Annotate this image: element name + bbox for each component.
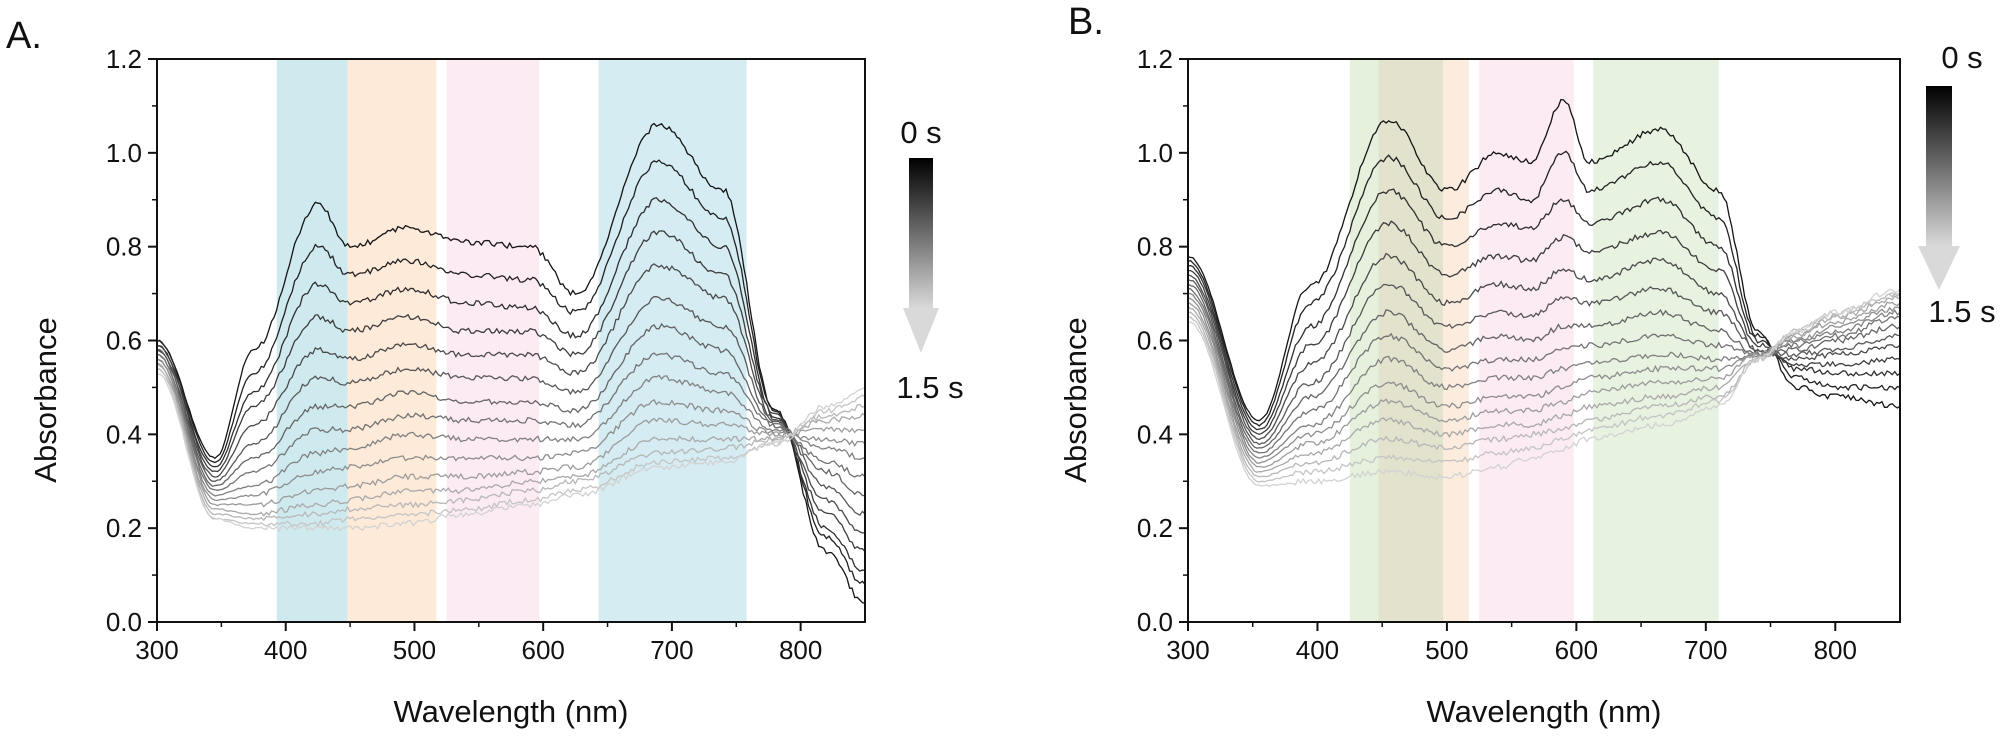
panel-a-spectrum-8 xyxy=(157,358,865,497)
panel-a-spectrum-10 xyxy=(157,362,865,508)
panel-a-x-tick-label-1: 400 xyxy=(264,635,307,665)
panel-b-highlight-bands xyxy=(1349,59,1719,622)
panel-a-band-1 xyxy=(347,59,437,622)
panel-a-time-start-label: 0 s xyxy=(900,115,941,150)
panel-b-y-tick-label-4: 0.8 xyxy=(1137,232,1173,262)
panel-a-band-0 xyxy=(276,59,348,622)
panel-a-y-tick-label-5: 1.0 xyxy=(106,138,142,168)
panel-a-spectrum-3 xyxy=(157,230,865,553)
panel-b-x-tick-label-4: 700 xyxy=(1684,635,1727,665)
panel-a-x-tick-label-2: 500 xyxy=(393,635,436,665)
panel-a-x-tick-label-0: 300 xyxy=(135,635,178,665)
panel-a-time-scale: 0 s 1.5 s xyxy=(896,115,963,405)
panel-a-x-axis-title: Wavelength (nm) xyxy=(394,694,629,729)
panel-b-axes: 300 400 500 600 700 800 0.0 0.2 0.4 0.6 0.8 1.0 1.2 xyxy=(1137,44,1857,665)
panel-b-time-scale: 0 s 1.5 s xyxy=(1918,40,1996,329)
panel-b-spectrum-14 xyxy=(1188,288,1900,488)
panel-b-spectrum-9 xyxy=(1188,297,1900,464)
panel-b-x-tick-label-1: 400 xyxy=(1296,635,1339,665)
panel-a-axes: 300 400 500 600 700 800 0.0 0.2 0.4 0.6 0.8 1.0 1.2 xyxy=(106,44,822,665)
panel-a-spectrum-6 xyxy=(157,322,865,497)
panel-a-spectrum-7 xyxy=(157,352,865,491)
panel-a-highlight-bands xyxy=(276,59,747,622)
panel-b-label: B. xyxy=(1068,1,1104,43)
panel-b-time-start-label: 0 s xyxy=(1941,40,1982,75)
panel-b-spectrum-11 xyxy=(1188,295,1900,473)
panel-a-spectrum-0 xyxy=(157,122,865,604)
panel-b-band-2 xyxy=(1443,59,1469,622)
panel-b-spectrum-10 xyxy=(1188,301,1900,468)
panel-a-spectrum-2 xyxy=(157,197,865,572)
panel-a-spectrum-4 xyxy=(157,263,865,534)
panel-b-time-end-label: 1.5 s xyxy=(1928,294,1995,329)
panel-a: A. 300 400 500 600 700 800 0.0 0.2 0.4 0.6 0.8 1.0 1… xyxy=(6,15,964,729)
panel-a-spectrum-9 xyxy=(157,358,865,502)
panel-b-time-gradient-bar xyxy=(1926,86,1952,246)
panel-b-band-1 xyxy=(1378,59,1444,622)
panel-b-spectrum-4 xyxy=(1188,252,1900,441)
panel-a-spectrum-11 xyxy=(157,362,865,517)
panel-a-time-end-label: 1.5 s xyxy=(896,370,963,405)
panel-a-y-axis-title: Absorbance xyxy=(28,317,63,482)
panel-a-y-tick-label-4: 0.8 xyxy=(106,232,142,262)
panel-a-y-tick-label-2: 0.4 xyxy=(106,419,142,449)
panel-b-y-axis-title: Absorbance xyxy=(1058,317,1093,482)
panel-a-y-tick-label-1: 0.2 xyxy=(106,513,142,543)
panel-a-x-tick-label-3: 600 xyxy=(521,635,564,665)
panel-b-spectrum-0 xyxy=(1188,98,1900,422)
panel-b-y-tick-label-3: 0.6 xyxy=(1137,326,1173,356)
panel-a-label: A. xyxy=(6,15,42,57)
panel-a-x-tick-label-5: 800 xyxy=(779,635,822,665)
panel-a-spectrum-5 xyxy=(157,296,865,516)
panel-a-spectrum-12 xyxy=(157,368,865,522)
panel-a-band-3 xyxy=(598,59,747,622)
panel-a-spectrum-14 xyxy=(157,373,865,532)
panel-b-spectrum-6 xyxy=(1188,283,1900,449)
panel-a-y-tick-label-6: 1.2 xyxy=(106,44,142,74)
panel-b-x-tick-label-5: 800 xyxy=(1814,635,1857,665)
panel-a-y-tick-label-0: 0.0 xyxy=(106,607,142,637)
panel-b-x-tick-label-2: 500 xyxy=(1425,635,1468,665)
panel-b: B. 300 400 500 600 700 800 0.0 0.2 0.4 0.6 0.8 1.0 1… xyxy=(1058,1,1996,729)
panel-b-spectrum-1 xyxy=(1188,150,1900,427)
panel-a-time-arrow-head xyxy=(903,308,939,353)
panel-a-y-tick-label-3: 0.6 xyxy=(106,326,142,356)
panel-a-x-tick-label-4: 700 xyxy=(650,635,693,665)
panel-a-spectrum-1 xyxy=(157,159,865,585)
panel-b-y-tick-label-5: 1.0 xyxy=(1137,138,1173,168)
panel-a-time-gradient-bar xyxy=(909,158,933,308)
panel-b-time-arrow-head xyxy=(1918,246,1960,290)
panel-b-band-3 xyxy=(1479,59,1574,622)
panel-b-x-axis-title: Wavelength (nm) xyxy=(1427,694,1662,729)
panel-b-spectra xyxy=(1188,98,1900,488)
panel-b-y-tick-label-1: 0.2 xyxy=(1137,513,1173,543)
panel-b-y-tick-label-2: 0.4 xyxy=(1137,419,1173,449)
panel-b-x-tick-label-0: 300 xyxy=(1166,635,1209,665)
panel-b-y-tick-label-6: 1.2 xyxy=(1137,44,1173,74)
panel-a-band-2 xyxy=(446,59,540,622)
panel-b-x-tick-label-3: 600 xyxy=(1555,635,1598,665)
panel-a-spectra xyxy=(157,122,865,604)
panel-b-y-tick-label-0: 0.0 xyxy=(1137,607,1173,637)
panel-b-spectrum-5 xyxy=(1188,278,1900,446)
